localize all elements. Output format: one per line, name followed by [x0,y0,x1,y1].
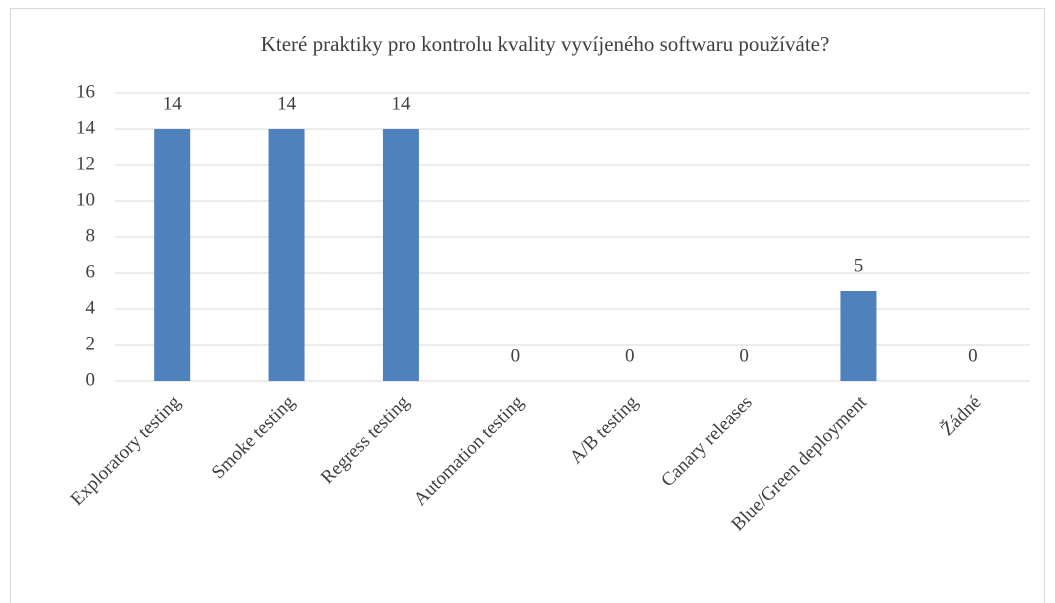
y-tick-label: 6 [86,261,96,282]
x-tick-label: Automation testing [410,391,529,510]
chart-border [10,8,1045,603]
data-label: 14 [163,93,183,114]
y-tick-label: 0 [86,369,96,390]
y-tick-label: 14 [76,117,96,138]
x-tick-label: Smoke testing [208,391,300,483]
chart-title: Které praktiky pro kontrolu kvality vyví… [261,32,830,56]
data-label: 0 [511,345,521,366]
x-tick-label: A/B testing [566,391,643,468]
y-tick-label: 10 [76,189,95,210]
x-tick-label: Exploratory testing [67,391,186,510]
data-label: 5 [854,255,864,276]
x-tick-label: Žádné [936,391,985,440]
y-tick-label: 12 [76,153,95,174]
bar [268,129,305,381]
data-label: 0 [739,345,749,366]
data-label: 14 [277,93,297,114]
data-label: 14 [391,93,411,114]
bar [382,129,419,381]
y-tick-label: 4 [86,297,96,318]
bar [154,129,191,381]
data-label: 0 [968,345,978,366]
y-tick-label: 2 [86,333,96,354]
data-label: 0 [625,345,635,366]
x-tick-label: Regress testing [317,391,414,488]
y-tick-label: 16 [76,81,95,102]
y-tick-label: 8 [86,225,96,246]
bar [840,291,877,381]
x-tick-label: Canary releases [657,392,757,492]
